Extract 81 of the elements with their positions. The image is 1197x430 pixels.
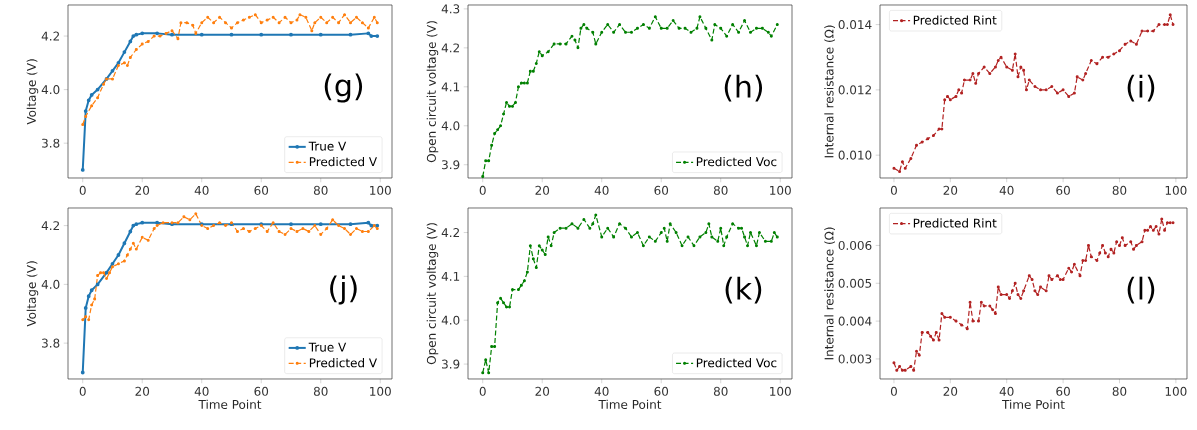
x-tick-label: 100	[1165, 185, 1187, 195]
legend-label: True V	[308, 141, 347, 151]
y-tick-label: 4.1	[441, 82, 460, 92]
x-tick-label: 100	[770, 185, 791, 195]
y-tick-label: 0.004	[838, 316, 872, 326]
x-tick-label: 80	[1112, 185, 1127, 195]
y-tick-label: 0.010	[838, 150, 872, 160]
legend-label: Predicted Rint	[913, 218, 997, 228]
x-axis-title: Time Point	[598, 399, 662, 410]
x-tick-label: 60	[1056, 185, 1070, 195]
x-tick-label: 0	[79, 185, 86, 195]
x-tick-label: 20	[943, 386, 958, 396]
y-axis-title: Internal resistance (Ω)	[824, 25, 835, 158]
x-tick-label: 80	[1112, 386, 1127, 396]
annotation: (g)	[324, 73, 363, 103]
x-tick-label: 40	[194, 386, 209, 396]
x-tick-label: 60	[654, 386, 669, 396]
x-tick-label: 20	[535, 386, 550, 396]
x-tick-label: 20	[135, 386, 150, 396]
annotation: (l)	[1127, 276, 1155, 304]
y-tick-label: 4.0	[41, 279, 60, 289]
legend-label: Predicted Rint	[913, 15, 997, 25]
y-tick-label: 3.9	[442, 160, 460, 170]
x-tick-label: 0	[479, 185, 486, 195]
legend-label: True V	[308, 342, 347, 352]
x-tick-label: 60	[254, 386, 269, 396]
legend-label: Predicted V	[309, 358, 377, 368]
y-tick-label: 0.003	[838, 354, 872, 364]
y-tick-label: 4.2	[41, 221, 60, 231]
x-axis-title: Time Point	[1001, 399, 1065, 410]
legend-label: Predicted Voc	[696, 156, 777, 167]
x-tick-label: 20	[535, 185, 550, 195]
y-tick-label: 4.0	[441, 315, 460, 325]
x-tick-label: 40	[999, 386, 1014, 396]
x-tick-label: 40	[194, 185, 209, 195]
y-axis-title: Voltage (V)	[26, 261, 39, 327]
x-tick-label: 100	[370, 386, 391, 396]
x-tick-label: 40	[594, 386, 609, 396]
y-axis-title: Open circuit voltage (V)	[426, 21, 439, 163]
y-axis-title: Voltage (V)	[26, 59, 39, 125]
x-tick-label: 0	[890, 386, 897, 396]
x-axis-title: Time Point	[198, 399, 262, 410]
y-tick-label: 0.014	[838, 20, 872, 30]
x-tick-label: 80	[713, 185, 728, 195]
x-tick-label: 20	[135, 185, 150, 195]
x-tick-label: 100	[1165, 386, 1187, 396]
y-tick-label: 4.3	[441, 4, 460, 14]
y-tick-label: 4.2	[441, 228, 459, 237]
y-tick-label: 3.9	[442, 359, 460, 369]
x-tick-label: 80	[713, 386, 728, 396]
annotation: (h)	[724, 74, 763, 102]
x-tick-label: 0	[479, 386, 486, 396]
x-tick-label: 80	[313, 386, 328, 396]
y-tick-label: 4.0	[441, 121, 460, 131]
x-tick-label: 0	[79, 386, 86, 396]
y-tick-label: 3.8	[42, 138, 60, 148]
x-tick-label: 100	[770, 386, 791, 396]
y-axis-title: Open circuit voltage (V)	[426, 223, 439, 365]
x-tick-label: 100	[370, 185, 391, 195]
x-tick-label: 0	[890, 185, 897, 195]
y-tick-label: 4.2	[441, 43, 459, 53]
annotation: (i)	[1127, 74, 1155, 102]
annotation: (k)	[725, 276, 762, 304]
y-tick-label: 0.005	[838, 278, 872, 288]
x-tick-label: 80	[313, 185, 328, 195]
x-tick-label: 40	[999, 185, 1014, 195]
y-tick-label: 3.8	[42, 338, 60, 348]
legend-label: Predicted V	[309, 156, 377, 167]
y-tick-label: 0.012	[838, 85, 871, 95]
x-tick-label: 40	[594, 185, 609, 195]
y-tick-label: 4.2	[41, 31, 60, 41]
annotation: (j)	[330, 275, 357, 305]
y-tick-label: 4.1	[441, 272, 460, 281]
y-axis-title: Internal resistance (Ω)	[824, 227, 835, 360]
x-tick-label: 60	[654, 185, 669, 195]
y-tick-label: 4.0	[41, 85, 60, 95]
x-tick-label: 60	[1056, 386, 1070, 396]
x-tick-label: 20	[943, 185, 958, 195]
legend-label: Predicted Voc	[696, 358, 777, 368]
y-tick-label: 0.006	[838, 240, 872, 250]
x-tick-label: 60	[254, 185, 269, 195]
